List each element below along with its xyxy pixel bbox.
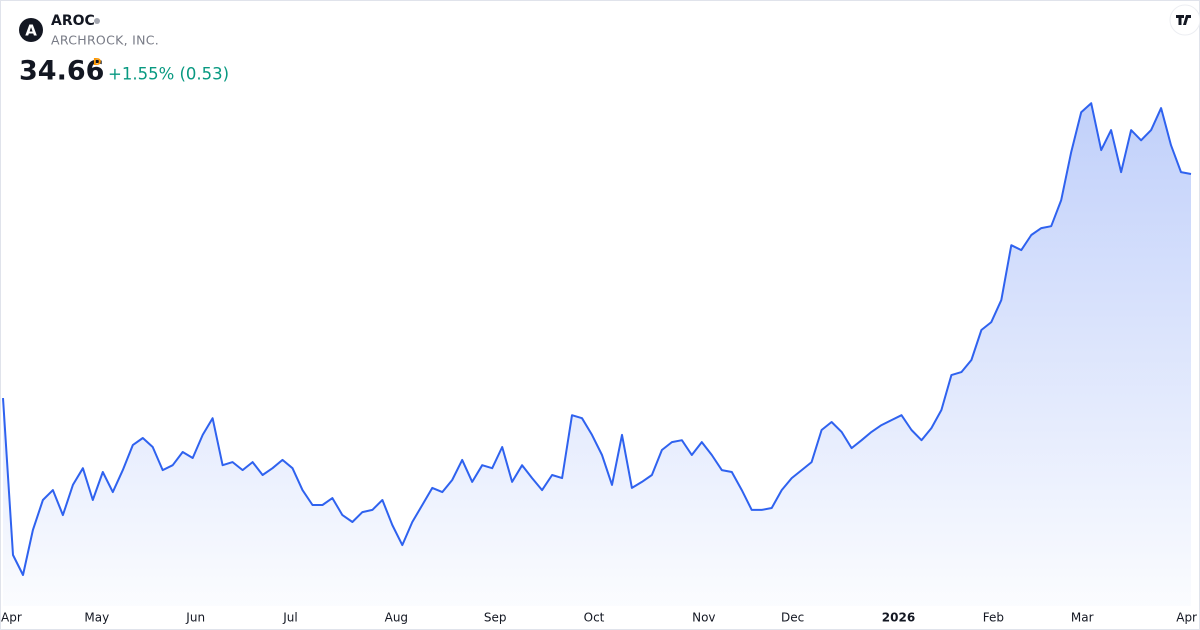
- logo-letter: A: [25, 22, 37, 40]
- x-tick-label: Apr: [1, 611, 22, 625]
- x-tick-label: Aug: [385, 611, 408, 625]
- x-tick-label: Nov: [692, 611, 715, 625]
- company-name: ARCHROCK, INC.: [51, 33, 159, 48]
- x-tick-label: Apr: [1176, 611, 1197, 625]
- x-tick-label: Sep: [484, 611, 507, 625]
- plot-area: [2, 102, 1192, 606]
- status-dot: [94, 18, 100, 24]
- logo-badge: [19, 18, 43, 42]
- x-tick-label: Jul: [282, 611, 297, 625]
- price-line: [2, 102, 1192, 576]
- x-tick-label: Dec: [781, 611, 804, 625]
- x-tick-label: May: [84, 611, 109, 625]
- x-tick-label: Jun: [185, 611, 205, 625]
- interval: D: [93, 57, 101, 68]
- tradingview-logo[interactable]: [1169, 4, 1200, 36]
- symbol[interactable]: AROC: [51, 13, 95, 29]
- logo-mark: [1176, 15, 1191, 25]
- x-tick-label: 2026: [882, 611, 915, 625]
- x-tick-label: Oct: [584, 611, 605, 625]
- x-tick-label: Mar: [1071, 611, 1094, 625]
- price: 34.66: [19, 56, 104, 87]
- change: +1.55% (0.53): [108, 65, 229, 84]
- area-fill: [3, 103, 1191, 606]
- x-tick-label: Feb: [983, 611, 1004, 625]
